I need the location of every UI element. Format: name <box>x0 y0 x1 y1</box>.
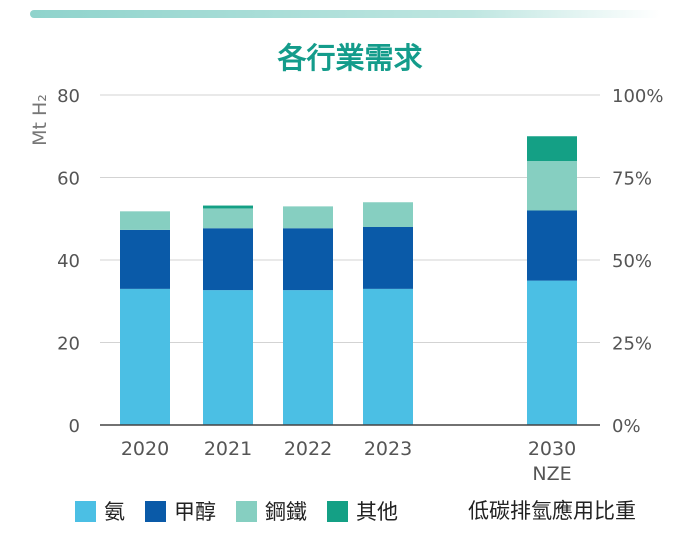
chart-title: 各行業需求 <box>276 41 422 75</box>
legend-item: 鋼鐵 <box>236 496 307 526</box>
bar-segment <box>203 228 253 291</box>
bar-segment <box>283 206 333 229</box>
bar-segment <box>120 229 170 289</box>
legend: 氨 甲醇 鋼鐵 其他 <box>75 496 418 526</box>
legend-swatch <box>236 500 257 522</box>
bar-segment <box>283 228 333 291</box>
x-tick-label: 2022 <box>284 438 332 460</box>
x-tick-label: 2030 <box>528 438 576 460</box>
x-tick-sublabel: NZE <box>532 463 571 485</box>
bar-segment <box>527 161 577 211</box>
bar-segment <box>363 202 413 227</box>
bar-segment <box>363 288 413 425</box>
gridlines <box>100 94 600 343</box>
x-tick-label: 2021 <box>204 438 252 460</box>
bar-segment <box>527 136 577 161</box>
legend-label: 其他 <box>356 500 398 524</box>
bar-segment <box>363 227 413 289</box>
x-tick-label: 2023 <box>364 438 412 460</box>
bar-segment <box>527 210 577 281</box>
legend-swatch <box>327 500 348 522</box>
x-axis-labels: 2020 2021 2022 2023 2030 NZE <box>121 438 576 485</box>
bar-segment <box>527 280 577 425</box>
left-tick-label: 60 <box>57 169 80 190</box>
legend-swatch <box>75 500 96 522</box>
bar-segment <box>283 290 333 425</box>
right-axis-ticks: 0% 25% 50% 75% 100% <box>612 86 663 437</box>
bar-segment <box>203 205 253 209</box>
left-axis-ticks: 0 20 40 60 80 <box>57 86 80 437</box>
bars <box>120 136 577 425</box>
legend-label: 甲醇 <box>174 500 216 524</box>
left-tick-label: 40 <box>57 251 80 272</box>
right-tick-label: 100% <box>612 86 663 107</box>
bar-segment <box>203 290 253 425</box>
header-decor-band <box>30 10 660 18</box>
legend-label: 鋼鐵 <box>265 500 307 524</box>
x-tick-label: 2020 <box>121 438 169 460</box>
left-tick-label: 0 <box>69 416 80 437</box>
bar-segment <box>120 211 170 230</box>
right-tick-label: 25% <box>612 334 652 355</box>
bar-segment <box>120 288 170 425</box>
left-tick-label: 80 <box>57 86 80 107</box>
legend-item: 氨 <box>75 496 125 526</box>
legend-item: 甲醇 <box>145 496 216 526</box>
left-tick-label: 20 <box>57 334 80 355</box>
bar-segment <box>203 208 253 229</box>
legend-item: 其他 <box>327 496 398 526</box>
right-tick-label: 0% <box>612 416 641 437</box>
y-axis-label: Mt H₂ <box>29 94 51 146</box>
legend-label: 氨 <box>104 500 125 524</box>
right-tick-label: 75% <box>612 169 652 190</box>
legend-swatch <box>145 500 166 522</box>
right-tick-label: 50% <box>612 251 652 272</box>
legend-note: 低碳排氫應用比重 <box>468 499 636 523</box>
